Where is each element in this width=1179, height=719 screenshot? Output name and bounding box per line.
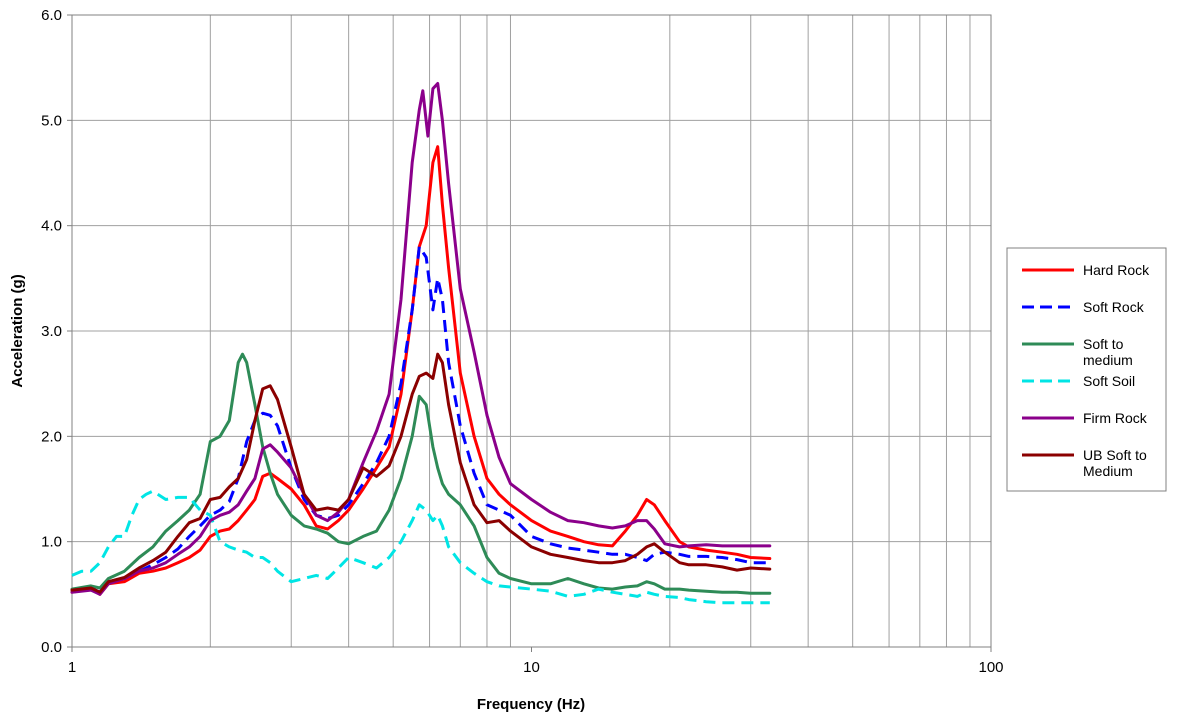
legend-label: UB Soft to [1083,447,1147,463]
legend-label: Firm Rock [1083,410,1148,426]
legend-label: Soft to [1083,336,1124,352]
series-line-firm-rock [70,82,772,596]
series-line-soft-soil [71,489,770,605]
x-tick-label: 100 [978,659,1003,676]
x-tick-labels: 1 10 100 [68,647,1004,676]
y-tick-label: 4.0 [41,218,62,235]
series-layer [70,82,772,605]
legend-label: Hard Rock [1083,262,1150,278]
y-tick-label: 1.0 [41,534,62,551]
y-axis-title: Acceleration (g) [9,274,26,387]
y-tick-label: 3.0 [41,323,62,340]
x-tick-label: 10 [523,659,540,676]
x-axis-title: Frequency (Hz) [477,696,585,713]
y-tick-label: 2.0 [41,428,62,445]
y-tick-labels: 0.0 1.0 2.0 3.0 4.0 5.0 6.0 [41,7,72,656]
series-line-soft-to-medium [70,352,772,595]
grid [72,14,991,648]
legend-box [1006,247,1167,492]
series-line-ub-soft-to-medium [70,352,772,594]
legend-label: medium [1083,352,1133,368]
legend-label: Medium [1083,463,1133,479]
y-tick-label: 5.0 [41,112,62,129]
x-tick-label: 1 [68,659,76,676]
legend-label: Soft Soil [1083,373,1135,389]
y-tick-label: 0.0 [41,639,62,656]
series-line-soft-rock [71,245,770,594]
legend-label: Soft Rock [1083,299,1145,315]
y-tick-label: 6.0 [41,7,62,24]
